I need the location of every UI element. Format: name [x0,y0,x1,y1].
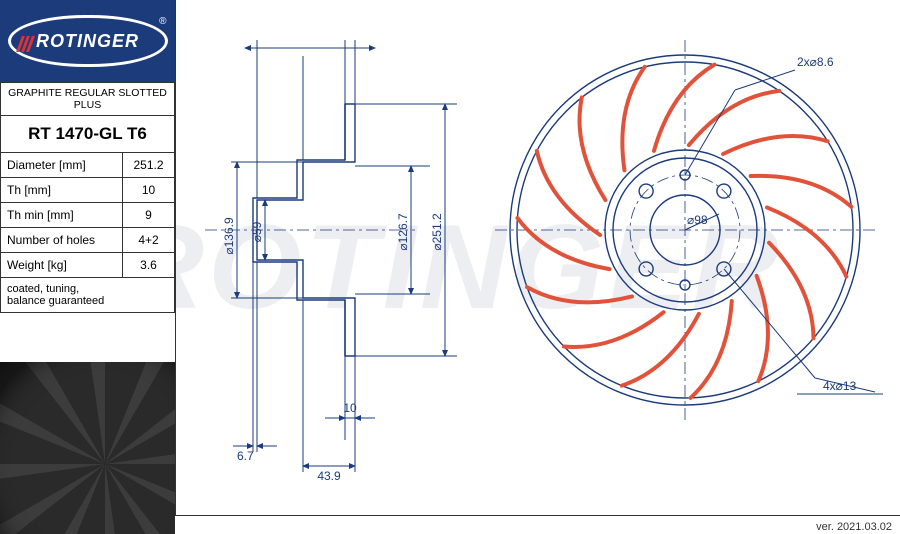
brand-name: ROTINGER [36,31,139,52]
spec-label: Weight [kg] [1,253,123,278]
slot [751,176,852,207]
slot [723,136,828,154]
slot [527,287,632,302]
slot [769,243,813,339]
slot [537,151,600,235]
spec-value: 3.6 [123,253,175,278]
dim-d251-2: ⌀251.2 [430,213,444,251]
slot [654,65,715,151]
table-row: Diameter [mm]251.2 [1,153,175,178]
dim-d98: ⌀98 [687,213,708,227]
slot [622,67,644,170]
slot [767,207,846,276]
dim-d59: ⌀59 [250,221,264,242]
table-row: Number of holes4+2 [1,228,175,253]
spec-footer-note: coated, tuning, balance guaranteed [1,278,175,313]
table-row: Th min [mm]9 [1,203,175,228]
slot [580,97,606,200]
slot [757,276,768,381]
dim-t43-9: 43.9 [317,469,341,483]
technical-drawing: ⌀136.9 ⌀59 ⌀126.7 ⌀251.2 10 6.7 43.9 [175,0,900,516]
spec-value: 4+2 [123,228,175,253]
product-photo [0,362,175,534]
spec-value: 9 [123,203,175,228]
dim-d136-9: ⌀136.9 [222,217,236,255]
part-number: RT 1470-GL T6 [1,116,175,153]
dim-d126-7: ⌀126.7 [396,213,410,251]
dim-4x13: 4x⌀13 [823,379,857,393]
side-view: ⌀136.9 ⌀59 ⌀126.7 ⌀251.2 10 6.7 43.9 [205,40,457,483]
slot [564,312,664,347]
spec-table: GRAPHITE REGULAR SLOTTED PLUS RT 1470-GL… [0,82,175,313]
table-row: Weight [kg]3.6 [1,253,175,278]
slot [622,314,699,386]
bolt-hole [639,262,653,276]
brand-logo: ROTINGER ® [0,0,175,82]
spec-label: Th [mm] [1,178,123,203]
spec-label: Number of holes [1,228,123,253]
product-subtitle: GRAPHITE REGULAR SLOTTED PLUS [1,83,175,116]
brand-reg: ® [159,16,166,27]
front-view: ⌀98 2x⌀8.6 4x⌀13 [495,40,883,420]
bolt-hole [717,262,731,276]
slot [517,218,609,269]
spec-value: 251.2 [123,153,175,178]
dim-t6-7: 6.7 [237,449,254,463]
spec-value: 10 [123,178,175,203]
table-row: Th [mm]10 [1,178,175,203]
spec-label: Diameter [mm] [1,153,123,178]
spec-label: Th min [mm] [1,203,123,228]
dim-2x8-6: 2x⌀8.6 [797,55,834,69]
version-label: ver. 2021.03.02 [816,521,892,533]
